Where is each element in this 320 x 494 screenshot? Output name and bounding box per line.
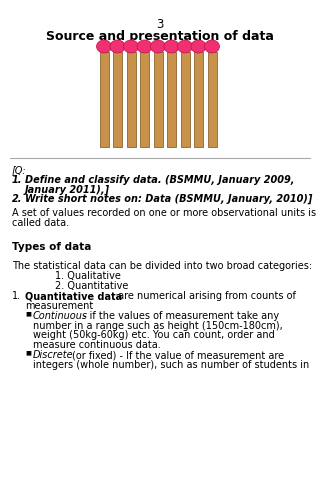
Text: Types of data: Types of data bbox=[12, 242, 92, 252]
Text: weight (50kg-60kg) etc. You can count, order and: weight (50kg-60kg) etc. You can count, o… bbox=[33, 330, 275, 340]
Ellipse shape bbox=[191, 40, 206, 53]
Text: Discrete: Discrete bbox=[33, 350, 74, 360]
Text: 1. Qualitative: 1. Qualitative bbox=[55, 271, 121, 281]
Text: [Q:: [Q: bbox=[12, 165, 27, 175]
Ellipse shape bbox=[150, 40, 165, 53]
Text: The statistical data can be divided into two broad categories:: The statistical data can be divided into… bbox=[12, 261, 312, 271]
Ellipse shape bbox=[97, 40, 111, 53]
Text: are numerical arising from counts of: are numerical arising from counts of bbox=[115, 291, 296, 301]
Text: integers (whole number), such as number of students in: integers (whole number), such as number … bbox=[33, 360, 309, 370]
Text: Define and classify data. (BSMMU, January 2009,: Define and classify data. (BSMMU, Januar… bbox=[25, 175, 294, 185]
Ellipse shape bbox=[178, 40, 193, 53]
Text: 1.: 1. bbox=[12, 175, 22, 185]
Ellipse shape bbox=[137, 40, 152, 53]
Ellipse shape bbox=[164, 40, 179, 53]
Text: measure continuous data.: measure continuous data. bbox=[33, 340, 161, 350]
Bar bbox=[126, 52, 135, 147]
Text: 3: 3 bbox=[156, 18, 164, 31]
Text: Write short notes on: Data (BSMMU, January, 2010)]: Write short notes on: Data (BSMMU, Janua… bbox=[25, 194, 312, 204]
Text: number in a range such as height (150cm-180cm),: number in a range such as height (150cm-… bbox=[33, 321, 283, 331]
Bar bbox=[113, 52, 122, 147]
Text: 2. Quantitative: 2. Quantitative bbox=[55, 281, 128, 291]
Bar bbox=[207, 52, 217, 147]
Text: measurement: measurement bbox=[25, 301, 93, 311]
Ellipse shape bbox=[110, 40, 125, 53]
Text: ■: ■ bbox=[25, 311, 31, 316]
Text: Source and presentation of data: Source and presentation of data bbox=[46, 30, 274, 43]
Text: Quantitative data: Quantitative data bbox=[25, 291, 122, 301]
Ellipse shape bbox=[204, 40, 220, 53]
Text: ■: ■ bbox=[25, 350, 31, 355]
Text: A set of values recorded on one or more observational units is: A set of values recorded on one or more … bbox=[12, 208, 316, 218]
Bar bbox=[154, 52, 163, 147]
Bar bbox=[167, 52, 176, 147]
Text: Continuous: Continuous bbox=[33, 311, 88, 321]
Text: (or fixed) - If the value of measurement are: (or fixed) - If the value of measurement… bbox=[72, 350, 284, 360]
Text: January 2011),]: January 2011),] bbox=[25, 184, 110, 195]
Text: 1.: 1. bbox=[12, 291, 21, 301]
Text: 2.: 2. bbox=[12, 194, 22, 204]
Bar bbox=[100, 52, 108, 147]
Text: - if the values of measurement take any: - if the values of measurement take any bbox=[83, 311, 279, 321]
Bar bbox=[194, 52, 203, 147]
Bar bbox=[140, 52, 149, 147]
Text: called data.: called data. bbox=[12, 218, 69, 228]
Bar bbox=[180, 52, 189, 147]
Ellipse shape bbox=[124, 40, 139, 53]
